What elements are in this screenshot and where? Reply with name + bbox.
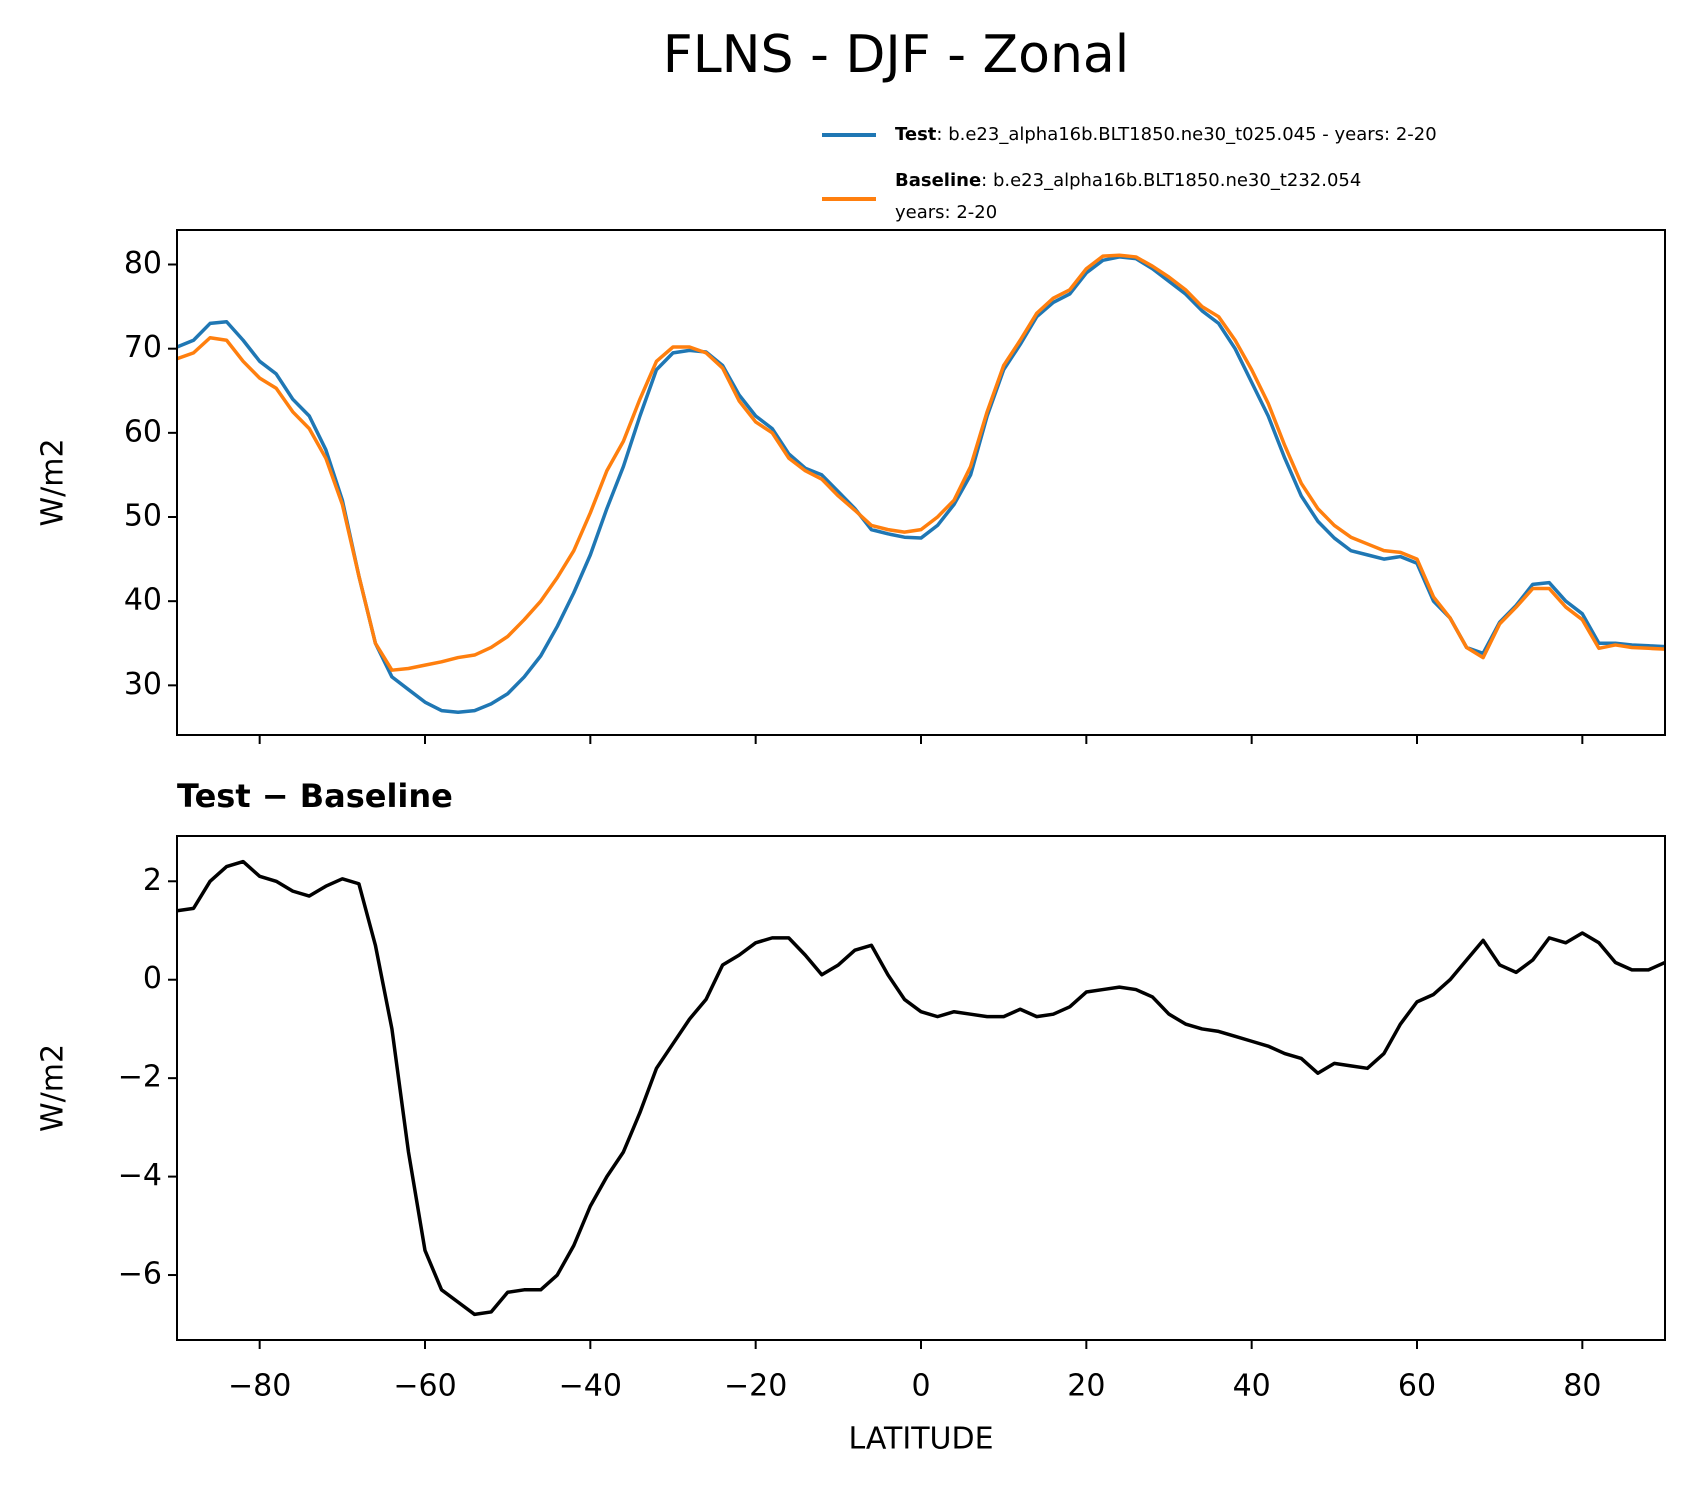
x-tick-label: 40 [1233, 1369, 1271, 1404]
y-tick-label: 40 [124, 583, 162, 618]
axes-frame [176, 229, 1666, 736]
x-tick-label: −80 [228, 1369, 291, 1404]
series-line [177, 253, 1665, 672]
legend-description: years: 2-20 [895, 202, 997, 223]
legend-label: Test: b.e23_alpha16b.BLT1850.ne30_t025.0… [895, 124, 1437, 145]
legend-name: Baseline [895, 170, 981, 191]
x-tick-label: 0 [911, 1369, 930, 1404]
series-line [177, 255, 1665, 715]
y-tick-label: 70 [124, 330, 162, 365]
x-tick-label: 80 [1563, 1369, 1601, 1404]
y-tick-label: −6 [118, 1257, 162, 1292]
legend-description: : b.e23_alpha16b.BLT1850.ne30_t232.054 [981, 170, 1361, 191]
x-tick-label: 60 [1398, 1369, 1436, 1404]
legend-name: Test [895, 124, 937, 145]
y-axis-label: W/m2 [36, 1044, 71, 1132]
y-tick-label: 60 [124, 414, 162, 449]
y-axis-label: W/m2 [36, 438, 71, 526]
figure-title: FLNS - DJF - Zonal [663, 25, 1129, 85]
y-tick-label: −4 [118, 1158, 162, 1193]
x-axis-label: LATITUDE [848, 1422, 993, 1457]
y-tick-label: 30 [124, 667, 162, 702]
x-tick-label: 20 [1067, 1369, 1105, 1404]
legend-description: : b.e23_alpha16b.BLT1850.ne30_t025.045 -… [936, 124, 1436, 145]
subplot-title: Test − Baseline [177, 777, 453, 815]
x-tick-label: −40 [559, 1369, 622, 1404]
y-tick-label: 2 [143, 863, 162, 898]
y-tick-label: 0 [143, 961, 162, 996]
legend-label: Baseline: b.e23_alpha16b.BLT1850.ne30_t2… [895, 170, 1361, 191]
x-tick-label: −20 [724, 1369, 787, 1404]
y-tick-label: −2 [118, 1060, 162, 1095]
x-tick-label: −60 [393, 1369, 456, 1404]
y-tick-label: 50 [124, 499, 162, 534]
axes-frame [176, 835, 1666, 1341]
y-tick-label: 80 [124, 246, 162, 281]
series-line [177, 859, 1665, 1317]
